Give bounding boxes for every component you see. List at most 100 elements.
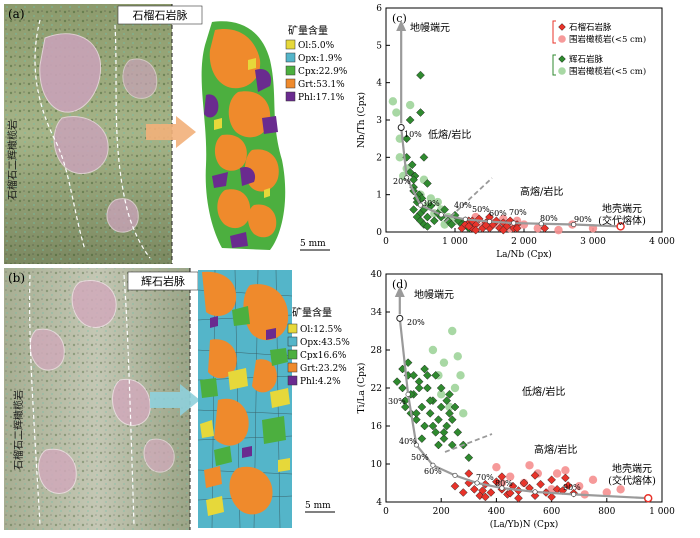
y-tick-label: 4 bbox=[376, 79, 382, 89]
mixing-percent-label: 80% bbox=[495, 479, 513, 488]
panel-a-legend-swatch bbox=[285, 65, 296, 76]
data-point-diamond bbox=[414, 383, 424, 393]
panel-a: (a) 石榴石岩脉 石榴石二辉橄榄岩 矿量含量 bbox=[4, 4, 348, 264]
data-point-diamond bbox=[400, 402, 410, 412]
mixing-node bbox=[438, 212, 444, 218]
data-point-diamond bbox=[447, 220, 456, 229]
panel-b-legend-swatch bbox=[287, 336, 298, 347]
mixing-percent-label: 60% bbox=[424, 467, 442, 476]
mixing-node bbox=[571, 491, 577, 497]
mixing-node bbox=[474, 480, 480, 486]
data-point-circle bbox=[426, 194, 436, 203]
data-point-diamond bbox=[514, 493, 523, 503]
data-point-diamond bbox=[423, 383, 432, 393]
legend-marker bbox=[558, 67, 566, 75]
panel-a-garnet-grains bbox=[39, 33, 158, 233]
mixing-node bbox=[404, 175, 410, 181]
data-point-diamond bbox=[431, 370, 441, 380]
panel-b-legend-swatch bbox=[287, 323, 298, 334]
data-point-diamond bbox=[439, 434, 449, 444]
crust-end-member bbox=[616, 222, 625, 231]
data-point-circle bbox=[459, 409, 468, 418]
y-tick-label: 4 bbox=[376, 498, 382, 508]
panel-b-legend-item: Cpx16.6% bbox=[300, 351, 347, 361]
data-point-circle bbox=[552, 469, 562, 478]
data-point-diamond bbox=[423, 222, 432, 231]
data-point-diamond bbox=[436, 402, 446, 412]
data-point-diamond bbox=[445, 389, 454, 399]
data-point-diamond bbox=[405, 115, 415, 125]
chart-d: 0 200 400 600 800 1 000 4 10 16 22 28 34 40 (La/Yb)N … bbox=[356, 270, 675, 530]
melt-rock-divider bbox=[444, 177, 493, 223]
mixing-node bbox=[486, 219, 492, 225]
data-point-diamond bbox=[530, 491, 540, 501]
mixing-node bbox=[462, 216, 468, 222]
mixing-curve bbox=[400, 127, 621, 228]
panel-b-legend-item: Grt:23.2% bbox=[300, 364, 347, 374]
mixing-percent-label: 50% bbox=[411, 453, 429, 462]
mixing-node bbox=[511, 220, 517, 226]
mixing-percent-label: 70% bbox=[509, 208, 527, 217]
chart-annotation: 低熔/岩比 bbox=[428, 128, 471, 141]
y-tick-label: 1 bbox=[376, 191, 382, 201]
mixing-percent-label: 40% bbox=[454, 201, 472, 210]
mixing-node bbox=[571, 222, 577, 228]
y-tick-label: 2 bbox=[376, 153, 382, 163]
panel-a-legend-title: 矿量含量 bbox=[288, 24, 328, 37]
data-point-diamond bbox=[420, 364, 429, 374]
legend-marker bbox=[558, 35, 566, 43]
data-point-circle bbox=[453, 352, 462, 361]
data-point-diamond bbox=[440, 205, 450, 214]
data-point-circle bbox=[616, 485, 625, 494]
data-point-circle bbox=[433, 197, 442, 207]
data-point-circle bbox=[533, 224, 542, 233]
chart-annotation: 高熔/岩比 bbox=[534, 443, 577, 456]
data-point-diamond bbox=[445, 408, 454, 418]
chart-annotation: (交代熔体) bbox=[598, 214, 646, 227]
y-axis-label: Nb/Th (Cpx) bbox=[356, 92, 367, 148]
data-point-diamond bbox=[547, 492, 556, 502]
data-point-diamond bbox=[423, 370, 432, 380]
data-point-diamond bbox=[436, 383, 446, 393]
x-tick-label: 2 000 bbox=[511, 237, 537, 247]
mantle-end-member bbox=[396, 314, 404, 322]
crust-end-member bbox=[643, 493, 653, 503]
panel-a-scale: 5 mm bbox=[300, 239, 326, 249]
data-point-circle bbox=[575, 481, 584, 491]
mixing-node bbox=[417, 202, 423, 208]
panel-a-arrow bbox=[146, 116, 196, 148]
panel-a-legend: 矿量含量 Ol:5.0% Opx:1.9% Cpx:22.9% Grt:53.1% Ph… bbox=[285, 24, 348, 103]
y-tick-label: 0 bbox=[376, 228, 382, 238]
panel-a-legend-swatch bbox=[285, 78, 296, 89]
legend-entry: 辉石岩脉 bbox=[569, 54, 604, 65]
legend-marker bbox=[558, 23, 566, 31]
mixing-percent-label: 50% bbox=[472, 205, 490, 214]
panel-b-scale: 5 mm bbox=[305, 501, 331, 511]
panel-b-legend-title: 矿量含量 bbox=[292, 306, 332, 319]
x-axis-label: (La/Yb)N (Cpx) bbox=[490, 519, 559, 530]
data-point-circle bbox=[602, 488, 611, 497]
panel-a-mineral-map bbox=[201, 12, 286, 260]
y-tick-label: 34 bbox=[371, 308, 383, 318]
y-tick-label: 3 bbox=[376, 116, 382, 126]
panel-b-garnet-grains bbox=[29, 280, 175, 494]
data-point-diamond bbox=[450, 481, 460, 491]
panel-a-legend-item: Phl:17.1% bbox=[298, 93, 345, 103]
x-tick-label: 800 bbox=[598, 507, 615, 517]
data-point-diamond bbox=[405, 167, 415, 177]
data-point-diamond bbox=[409, 205, 418, 214]
data-point-circle bbox=[405, 100, 415, 110]
chart-annotation: 地壳端元 bbox=[602, 202, 642, 215]
data-point-diamond bbox=[536, 479, 545, 489]
x-tick-label: 1 000 bbox=[442, 237, 468, 247]
panel-b-title: 辉石岩脉 bbox=[141, 274, 185, 288]
mixing-percent-label: 40% bbox=[399, 437, 417, 446]
mixing-node bbox=[405, 391, 411, 397]
panel-a-legend-swatch bbox=[285, 39, 296, 50]
data-point-circle bbox=[525, 461, 534, 470]
legend-entry: 石榴石岩脉 bbox=[569, 22, 612, 33]
mixing-node bbox=[452, 472, 458, 478]
data-point-diamond bbox=[453, 427, 463, 437]
chart-c: 0 1 000 2 000 3 000 4 000 0 1 2 3 4 5 6 La/Nb (Cpx) N… bbox=[356, 4, 675, 260]
